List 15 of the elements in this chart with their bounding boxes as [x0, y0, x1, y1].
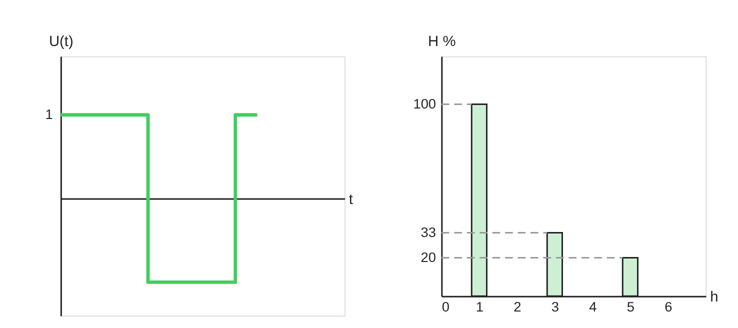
- x-tick-label: 1: [476, 299, 484, 314]
- x-tick-label: 6: [664, 299, 673, 314]
- x-tick-label: 0: [442, 299, 450, 314]
- y-tick-label: 33: [420, 225, 436, 240]
- x-tick-label: 3: [551, 299, 560, 314]
- y-axis-title: U(t): [48, 34, 74, 50]
- y-tick-label: 100: [413, 96, 436, 112]
- x-axis-title: h: [710, 289, 718, 306]
- x-tick-label: 2: [514, 299, 522, 314]
- annotation: 1: [45, 106, 53, 122]
- y-tick-label: 20: [420, 250, 436, 266]
- y-axis-title: H %: [428, 34, 456, 50]
- x-axis-title: t: [348, 192, 354, 208]
- x-tick-label: 4: [589, 299, 598, 314]
- x-tick-label: 5: [626, 299, 635, 314]
